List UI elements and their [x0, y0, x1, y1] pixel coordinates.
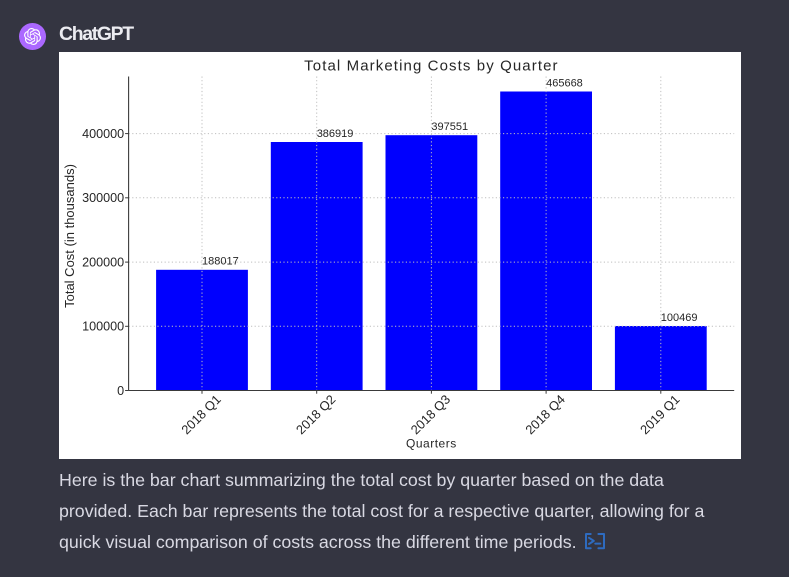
- svg-text:397551: 397551: [431, 121, 468, 133]
- svg-text:400000: 400000: [82, 127, 124, 141]
- svg-text:Quarters: Quarters: [406, 436, 457, 450]
- svg-text:188017: 188017: [202, 255, 239, 267]
- svg-text:Total Cost (in thousands): Total Cost (in thousands): [62, 164, 77, 308]
- svg-text:300000: 300000: [82, 191, 124, 205]
- svg-text:100000: 100000: [82, 319, 124, 333]
- svg-text:465668: 465668: [546, 77, 583, 89]
- svg-text:386919: 386919: [317, 127, 354, 139]
- svg-text:100469: 100469: [661, 311, 698, 323]
- svg-text:200000: 200000: [82, 255, 124, 269]
- svg-text:Total Marketing Costs by Quart: Total Marketing Costs by Quarter: [304, 57, 558, 74]
- svg-text:0: 0: [117, 383, 124, 397]
